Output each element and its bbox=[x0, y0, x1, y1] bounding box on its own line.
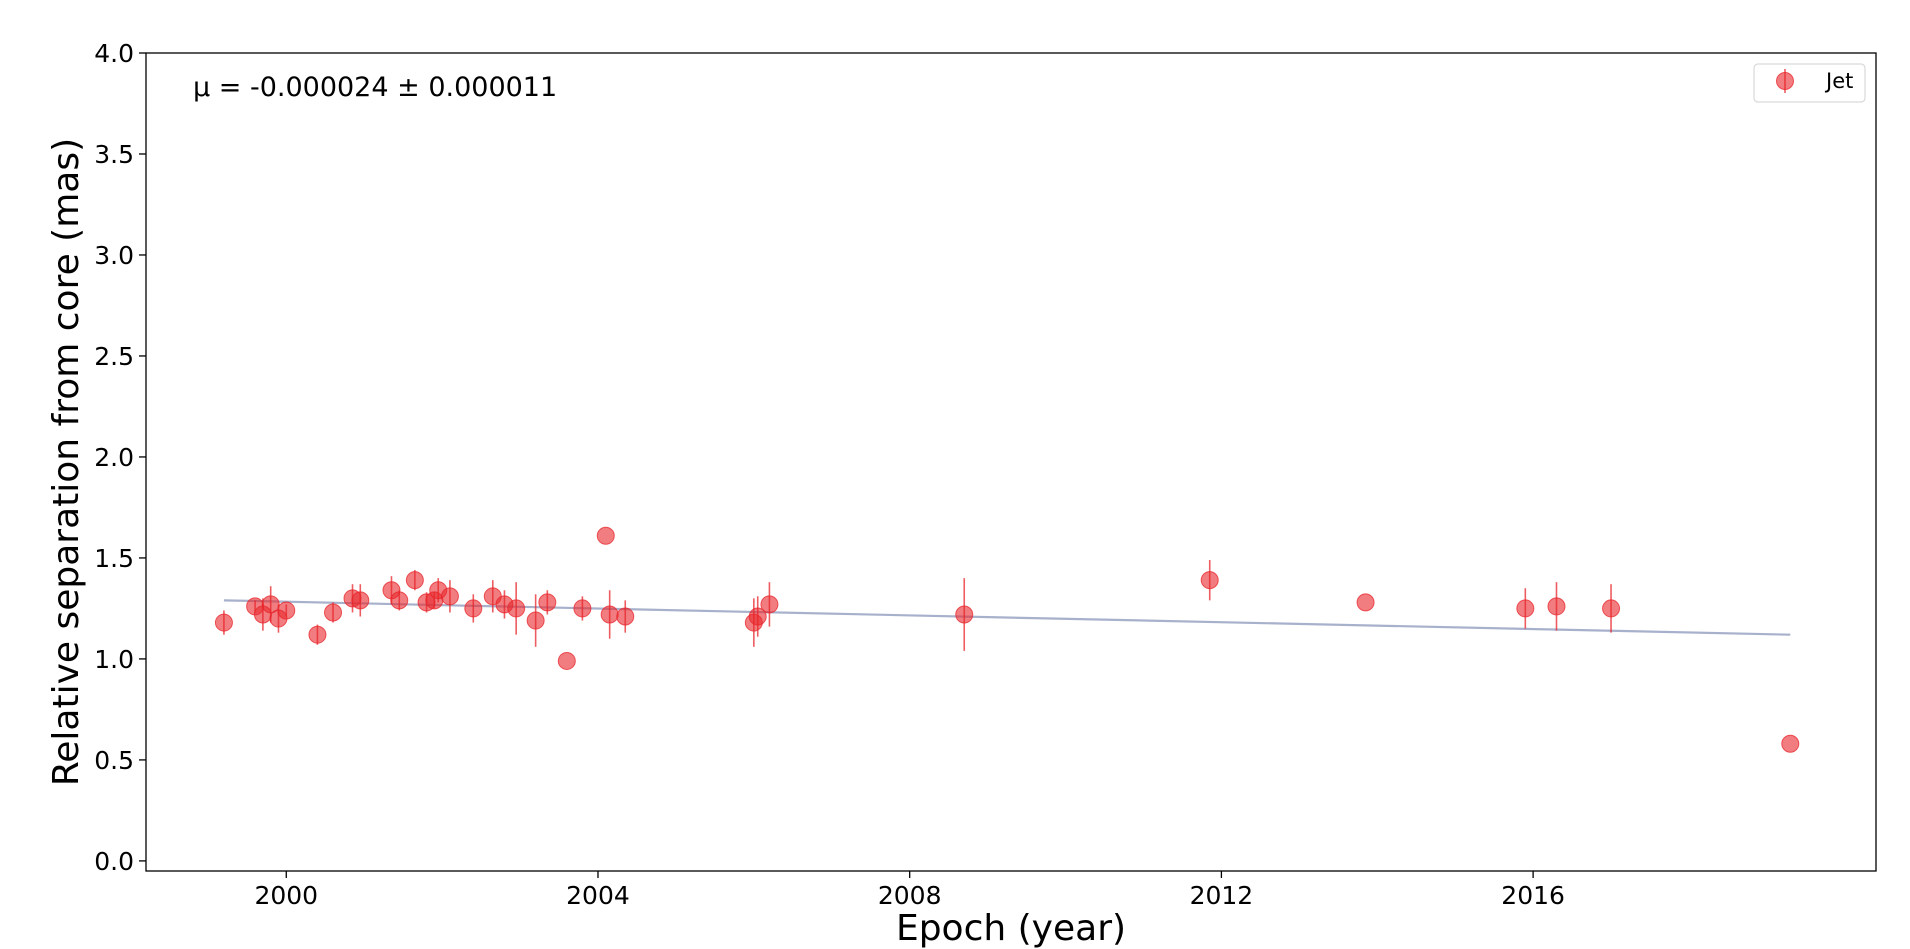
data-point bbox=[277, 601, 296, 620]
point-marker bbox=[1200, 571, 1219, 590]
point-marker bbox=[308, 625, 327, 644]
data-point bbox=[308, 624, 327, 645]
x-tick-label: 2012 bbox=[1190, 881, 1254, 910]
point-marker bbox=[538, 593, 557, 612]
fit-line bbox=[223, 599, 1791, 636]
point-marker bbox=[760, 595, 779, 614]
point-marker bbox=[390, 591, 409, 610]
point-marker bbox=[1356, 593, 1375, 612]
data-point bbox=[1356, 593, 1375, 612]
data-point bbox=[1547, 582, 1566, 631]
point-marker bbox=[557, 651, 576, 670]
data-point bbox=[440, 580, 459, 613]
point-marker bbox=[464, 599, 483, 618]
x-axis: 2000 2004 2008 2012 2016 bbox=[254, 871, 1565, 910]
data-point bbox=[616, 600, 635, 633]
point-marker bbox=[351, 591, 370, 610]
y-tick-label: 3.5 bbox=[94, 140, 134, 169]
y-tick-label: 3.0 bbox=[94, 241, 134, 270]
x-tick-label: 2016 bbox=[1501, 881, 1565, 910]
data-point bbox=[214, 610, 233, 635]
data-point bbox=[573, 596, 592, 621]
point-marker bbox=[596, 526, 615, 545]
data-point bbox=[1200, 559, 1219, 601]
point-marker bbox=[526, 611, 545, 630]
point-marker bbox=[616, 607, 635, 626]
point-marker bbox=[440, 587, 459, 606]
plot-frame bbox=[145, 52, 1877, 872]
data-point bbox=[526, 594, 545, 647]
data-point bbox=[538, 590, 557, 615]
y-tick-label: 4.0 bbox=[94, 39, 134, 68]
point-marker bbox=[573, 599, 592, 618]
point-marker bbox=[214, 613, 233, 632]
legend: Jet bbox=[1753, 63, 1866, 103]
data-point bbox=[464, 594, 483, 623]
data-point bbox=[557, 651, 576, 670]
point-marker bbox=[748, 607, 767, 626]
x-tick-label: 2000 bbox=[254, 881, 318, 910]
fit-line-layer bbox=[223, 599, 1791, 636]
data-point bbox=[351, 584, 370, 617]
point-marker bbox=[1602, 599, 1621, 618]
point-marker bbox=[507, 599, 526, 618]
point-marker bbox=[277, 601, 296, 620]
legend-marker bbox=[1776, 72, 1794, 90]
x-tick-label: 2004 bbox=[566, 881, 630, 910]
y-tick-label: 2.5 bbox=[94, 342, 134, 371]
legend-label-jet: Jet bbox=[1824, 69, 1853, 93]
data-point bbox=[324, 602, 343, 623]
data-point bbox=[1602, 584, 1621, 633]
data-point bbox=[1781, 734, 1800, 753]
data-point bbox=[507, 582, 526, 635]
y-tick-label: 1.5 bbox=[94, 544, 134, 573]
data-point bbox=[1516, 588, 1535, 629]
fit-annotation: μ = -0.000024 ± 0.000011 bbox=[193, 72, 557, 103]
data-point bbox=[405, 570, 424, 591]
point-marker bbox=[1547, 597, 1566, 616]
data-point bbox=[760, 582, 779, 627]
data-point bbox=[748, 596, 767, 637]
point-marker bbox=[405, 571, 424, 590]
point-marker bbox=[324, 603, 343, 622]
y-tick-label: 0.5 bbox=[94, 746, 134, 775]
y-tick-label: 0.0 bbox=[94, 847, 134, 876]
point-marker bbox=[1516, 599, 1535, 618]
data-point bbox=[390, 590, 409, 611]
y-tick-label: 1.0 bbox=[94, 645, 134, 674]
y-axis-title: Relative separation from core (mas) bbox=[46, 138, 87, 786]
point-marker bbox=[1781, 734, 1800, 753]
y-tick-label: 2.0 bbox=[94, 443, 134, 472]
x-tick-label: 2008 bbox=[878, 881, 942, 910]
x-axis-title: Epoch (year) bbox=[896, 908, 1126, 949]
data-point bbox=[955, 578, 974, 651]
data-point bbox=[600, 590, 619, 639]
point-marker bbox=[600, 605, 619, 624]
data-point bbox=[596, 526, 615, 545]
y-axis: 0.0 0.5 1.0 1.5 2.0 2.5 3.0 3.5 4.0 bbox=[94, 39, 146, 876]
points-layer bbox=[214, 526, 1800, 753]
point-marker bbox=[955, 605, 974, 624]
